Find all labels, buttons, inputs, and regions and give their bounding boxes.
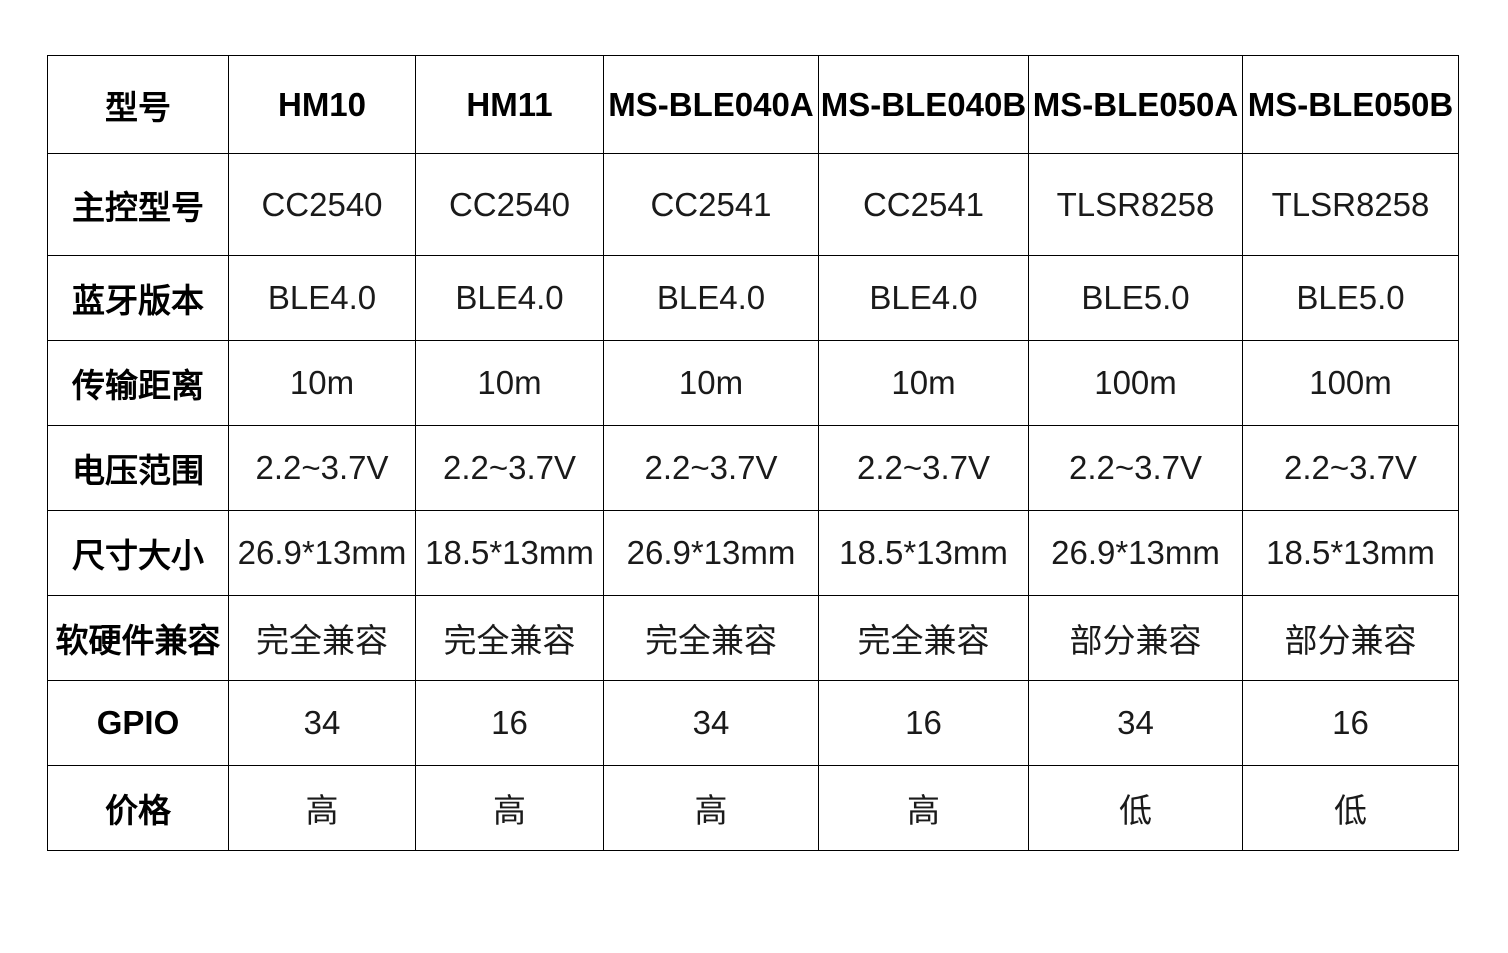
- table-cell: CC2541: [818, 153, 1029, 256]
- table-cell: 部分兼容: [1242, 595, 1459, 681]
- column-header-hm10: HM10: [228, 55, 416, 154]
- table-cell: BLE5.0: [1242, 255, 1459, 341]
- table-row-size: 尺寸大小 26.9*13mm 18.5*13mm 26.9*13mm 18.5*…: [47, 510, 1459, 596]
- column-header-hm11: HM11: [415, 55, 604, 154]
- row-label-model: 型号: [47, 55, 229, 154]
- table-cell: 16: [1242, 680, 1459, 766]
- row-label-price: 价格: [47, 765, 229, 851]
- table-cell: 100m: [1028, 340, 1243, 426]
- column-header-ms-ble050a: MS-BLE050A: [1028, 55, 1243, 154]
- table-cell: TLSR8258: [1028, 153, 1243, 256]
- table-cell: 34: [603, 680, 819, 766]
- table-cell: 26.9*13mm: [228, 510, 416, 596]
- table-cell: 完全兼容: [818, 595, 1029, 681]
- table-cell: 完全兼容: [603, 595, 819, 681]
- table-cell: 高: [603, 765, 819, 851]
- column-header-ms-ble050b: MS-BLE050B: [1242, 55, 1459, 154]
- table-cell: 高: [415, 765, 604, 851]
- table-cell: 18.5*13mm: [1242, 510, 1459, 596]
- table-cell: 高: [818, 765, 1029, 851]
- table-cell: BLE4.0: [818, 255, 1029, 341]
- table-cell: 18.5*13mm: [415, 510, 604, 596]
- table-cell: 10m: [603, 340, 819, 426]
- row-label-gpio: GPIO: [47, 680, 229, 766]
- table-cell: 16: [415, 680, 604, 766]
- table-cell: 10m: [415, 340, 604, 426]
- table-cell: 18.5*13mm: [818, 510, 1029, 596]
- table-row-price: 价格 高 高 高 高 低 低: [47, 765, 1459, 851]
- table-cell: 低: [1028, 765, 1243, 851]
- table-row-voltage-range: 电压范围 2.2~3.7V 2.2~3.7V 2.2~3.7V 2.2~3.7V…: [47, 425, 1459, 511]
- table-cell: 部分兼容: [1028, 595, 1243, 681]
- table-cell: 26.9*13mm: [1028, 510, 1243, 596]
- table-cell: 100m: [1242, 340, 1459, 426]
- table-cell: CC2540: [228, 153, 416, 256]
- table-cell: CC2541: [603, 153, 819, 256]
- table-cell: 高: [228, 765, 416, 851]
- table-cell: BLE4.0: [415, 255, 604, 341]
- table-cell: 34: [1028, 680, 1243, 766]
- table-cell: 完全兼容: [228, 595, 416, 681]
- row-label-transmission-distance: 传输距离: [47, 340, 229, 426]
- table-cell: BLE5.0: [1028, 255, 1243, 341]
- row-label-compatibility: 软硬件兼容: [47, 595, 229, 681]
- column-header-ms-ble040b: MS-BLE040B: [818, 55, 1029, 154]
- row-label-voltage-range: 电压范围: [47, 425, 229, 511]
- table-row-bluetooth-version: 蓝牙版本 BLE4.0 BLE4.0 BLE4.0 BLE4.0 BLE5.0 …: [47, 255, 1459, 341]
- table-cell: 10m: [228, 340, 416, 426]
- row-label-chipset: 主控型号: [47, 153, 229, 256]
- table-cell: 完全兼容: [415, 595, 604, 681]
- table-cell: BLE4.0: [228, 255, 416, 341]
- table-cell: 10m: [818, 340, 1029, 426]
- table-row-compatibility: 软硬件兼容 完全兼容 完全兼容 完全兼容 完全兼容 部分兼容 部分兼容: [47, 595, 1459, 681]
- table-row-chipset: 主控型号 CC2540 CC2540 CC2541 CC2541 TLSR825…: [47, 153, 1459, 256]
- table-cell: 16: [818, 680, 1029, 766]
- spec-comparison-table: 型号 HM10 HM11 MS-BLE040A MS-BLE040B MS-BL…: [47, 55, 1459, 851]
- table-cell: 2.2~3.7V: [415, 425, 604, 511]
- table-cell: 2.2~3.7V: [818, 425, 1029, 511]
- table-cell: 34: [228, 680, 416, 766]
- table-cell: CC2540: [415, 153, 604, 256]
- table-cell: 2.2~3.7V: [1028, 425, 1243, 511]
- table-row-transmission-distance: 传输距离 10m 10m 10m 10m 100m 100m: [47, 340, 1459, 426]
- table-cell: BLE4.0: [603, 255, 819, 341]
- table-cell: 2.2~3.7V: [603, 425, 819, 511]
- table-header-row: 型号 HM10 HM11 MS-BLE040A MS-BLE040B MS-BL…: [47, 55, 1459, 154]
- row-label-size: 尺寸大小: [47, 510, 229, 596]
- table-cell: TLSR8258: [1242, 153, 1459, 256]
- row-label-bluetooth-version: 蓝牙版本: [47, 255, 229, 341]
- table-row-gpio: GPIO 34 16 34 16 34 16: [47, 680, 1459, 766]
- table-cell: 2.2~3.7V: [228, 425, 416, 511]
- column-header-ms-ble040a: MS-BLE040A: [603, 55, 819, 154]
- table-cell: 低: [1242, 765, 1459, 851]
- table-cell: 26.9*13mm: [603, 510, 819, 596]
- table-cell: 2.2~3.7V: [1242, 425, 1459, 511]
